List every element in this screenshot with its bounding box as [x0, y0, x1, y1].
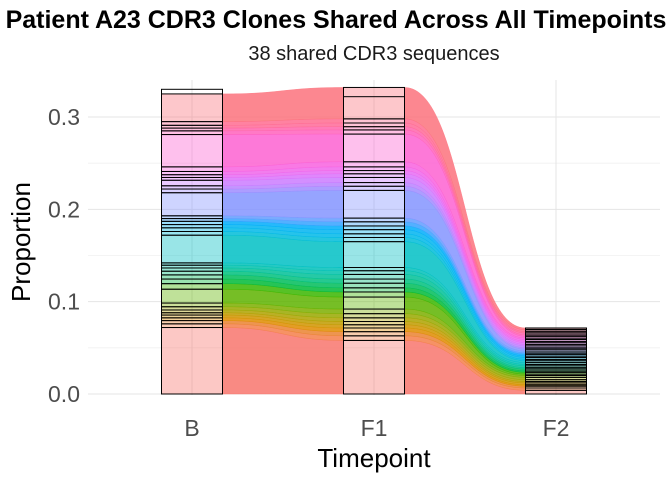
stratum-F1-12	[343, 287, 405, 293]
stratum-B-19	[161, 230, 223, 236]
stratum-F1-26	[343, 185, 405, 191]
stratum-F1-2	[343, 335, 405, 341]
x-axis-label: Timepoint	[317, 443, 431, 473]
stack-outline-B	[161, 88, 223, 395]
y-axis-label: Proportion	[6, 182, 36, 302]
stratum-B-2	[161, 323, 223, 329]
stratum-B-26	[161, 188, 223, 194]
stratum-B-34	[161, 130, 223, 136]
stratum-B-13	[161, 274, 223, 280]
stratum-F1-7	[343, 317, 405, 323]
x-tick-label-B: B	[184, 415, 199, 441]
flows	[222, 87, 526, 395]
stratum-F1-16	[343, 270, 405, 275]
stacks	[161, 86, 587, 395]
stratum-F1-9	[343, 308, 405, 315]
stratum-F1-24	[343, 217, 405, 223]
stratum-F1-36	[343, 122, 405, 128]
stratum-F1-27	[343, 182, 405, 187]
stratum-F2-1	[525, 389, 587, 395]
stratum-F1-29	[343, 173, 405, 178]
stratum-B-25	[161, 192, 223, 217]
stratum-B-20	[161, 227, 223, 232]
stratum-F1-20	[343, 233, 405, 238]
y-tick-label: 0.3	[48, 104, 80, 130]
stratum-F1-4	[343, 327, 405, 333]
x-tick-label-F1: F1	[361, 415, 388, 441]
chart-subtitle: 38 shared CDR3 sequences	[248, 43, 499, 65]
stratum-F1-15	[343, 273, 405, 280]
stratum-F1-10	[343, 296, 405, 310]
stratum-F1-19	[343, 236, 405, 243]
stack-outline-F1	[343, 96, 405, 395]
stratum-F1-25	[343, 189, 405, 219]
stratum-F1-22	[343, 225, 405, 231]
stratum-F1-33	[343, 133, 405, 163]
stratum-F1-11	[343, 291, 405, 298]
x-tick-label-F2: F2	[543, 415, 570, 441]
stratum-F1-21	[343, 229, 405, 235]
stratum-F1-37	[343, 118, 405, 124]
stratum-B-11	[161, 283, 223, 290]
stratum-F1-34	[343, 129, 405, 135]
stratum-F1-31	[343, 166, 405, 172]
stratum-B-1	[161, 327, 223, 395]
stratum-F1-28	[343, 176, 405, 184]
stratum-B-33	[161, 134, 223, 168]
stratum-F1-1	[343, 339, 405, 395]
stratum-F1-8	[343, 313, 405, 319]
stratum-B-28	[161, 179, 223, 187]
stratum-B-38	[161, 93, 223, 123]
stratum-B-12	[161, 278, 223, 285]
stratum-B-32	[161, 166, 223, 172]
stratum-B-37	[161, 121, 223, 126]
stack-outline-F2	[525, 328, 587, 395]
stratum-B-18	[161, 234, 223, 264]
y-tick-label: 0.0	[48, 381, 80, 407]
y-tick-label: 0.1	[48, 289, 80, 315]
stratum-F1-3	[343, 331, 405, 337]
y-ticks: 0.0 0.1 0.2 0.3	[48, 104, 80, 407]
y-tick-label: 0.2	[48, 196, 80, 222]
stratum-F1-38	[343, 86, 405, 120]
stratum-F1-23	[343, 221, 405, 227]
stratum-B-10	[161, 288, 223, 304]
stratum-F1-32	[343, 161, 405, 168]
stratum-B-9	[161, 302, 223, 308]
stratum-F1-18	[343, 241, 405, 269]
stratum-B-14	[161, 270, 223, 276]
x-ticks: B F1 F2	[184, 415, 569, 441]
chart-title: Patient A23 CDR3 Clones Shared Across Al…	[6, 6, 667, 34]
stratum-F1-14	[343, 278, 405, 284]
stratum-F1-13	[343, 282, 405, 289]
